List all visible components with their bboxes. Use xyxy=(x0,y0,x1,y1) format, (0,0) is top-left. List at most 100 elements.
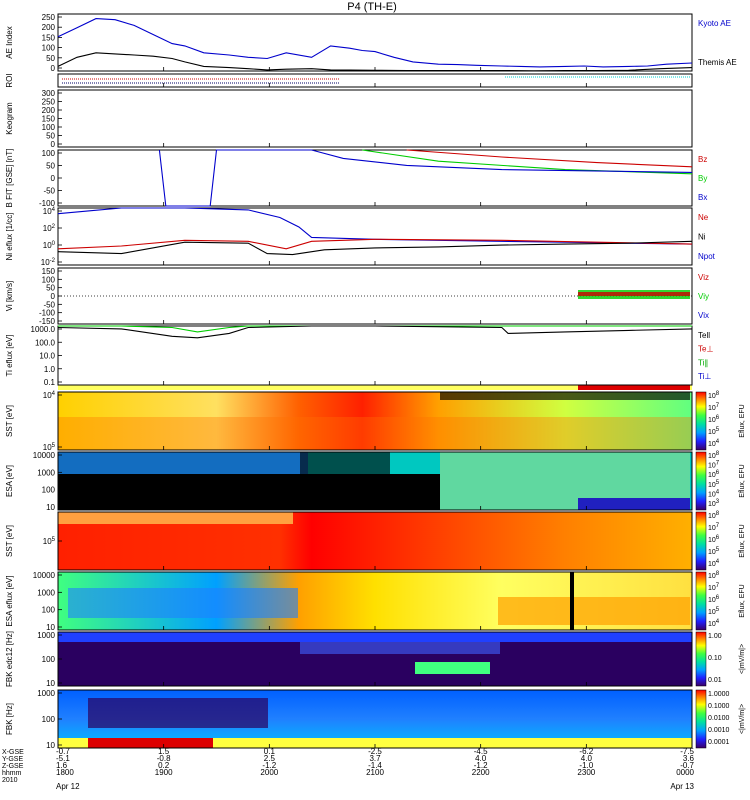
colorbar-tick-label: 105 xyxy=(708,427,720,436)
ytick-label: 102 xyxy=(43,224,56,233)
series-line xyxy=(158,149,693,207)
sst-flag-bar-red xyxy=(578,385,690,390)
ytick-label: 104 xyxy=(43,207,56,216)
sst-flag-bar xyxy=(58,385,692,390)
ytick-label: 300 xyxy=(42,89,56,98)
vi-noise-band-red xyxy=(578,292,690,296)
legend-entry: Bz xyxy=(698,155,707,164)
heatmap-sst-1-gap xyxy=(440,392,690,400)
colorbar xyxy=(695,451,707,511)
xtick-xgse: -2.5 xyxy=(368,747,382,756)
panel-ylabel: Ti eflux [eV] xyxy=(5,335,14,377)
xrow-label: Y-GSE xyxy=(2,756,23,763)
ytick-label: 105 xyxy=(43,537,56,546)
ytick-label: 200 xyxy=(42,23,56,32)
heatmap-esa-2-blue xyxy=(68,588,298,618)
heatmap-esa-1-dark2 xyxy=(300,452,390,474)
ytick-label: 100 xyxy=(43,241,56,250)
ytick-label: 1000 xyxy=(37,468,55,477)
panel-ylabel: Ni eflux [1/cc] xyxy=(5,212,14,260)
ytick-label: 10 xyxy=(46,679,55,688)
colorbar-tick-label: 107 xyxy=(708,461,720,470)
chart-title: P4 (TH-E) xyxy=(347,1,397,13)
ytick-label: 50 xyxy=(46,54,55,63)
xtick-zgse: -1.4 xyxy=(368,761,382,770)
legend-entry: Ne xyxy=(698,213,709,222)
xtick-ygse: 2.5 xyxy=(264,754,276,763)
xtick-hhmm: 1900 xyxy=(155,768,173,777)
ytick-label: 100 xyxy=(42,123,56,132)
ytick-label: 0.1 xyxy=(44,378,56,387)
colorbar xyxy=(695,689,707,749)
legend-entry: Bx xyxy=(698,193,707,202)
colorbar-label: Eflux, EFU xyxy=(739,404,746,437)
colorbar xyxy=(695,631,707,687)
ytick-label: 50 xyxy=(46,132,55,141)
ytick-label: 100 xyxy=(42,486,56,495)
panel-frame xyxy=(57,325,693,386)
colorbar-tick-label: 107 xyxy=(708,403,720,412)
x-axis-labels: X-GSEY-GSEZ-GSEhhmm2010-0.7-5.11.618001.… xyxy=(2,747,695,791)
heatmap-fbk-1-blue xyxy=(300,642,500,654)
panel-ylabel: ESA eflux [eV] xyxy=(5,575,14,626)
colorbar-tick-label: 106 xyxy=(708,415,720,424)
ytick-label: 100 xyxy=(42,149,56,158)
ytick-label: 50 xyxy=(46,162,55,171)
xtick-zgse: -0.7 xyxy=(680,761,694,770)
colorbar-tick-label: 0.01 xyxy=(708,677,722,684)
date-end: Apr 13 xyxy=(670,782,694,791)
ytick-label: 0 xyxy=(51,140,56,149)
colorbar-tick-label: 105 xyxy=(708,547,720,556)
xrow-label: Z-GSE xyxy=(2,763,24,770)
colorbar-label: <|mV/m|> xyxy=(739,644,746,674)
colorbar-tick-label: 1.00 xyxy=(708,633,722,640)
ytick-label: -150 xyxy=(39,317,56,326)
heatmap-fbk-2-red xyxy=(88,738,213,748)
xtick-zgse: -1.0 xyxy=(579,761,593,770)
ytick-label: 100 xyxy=(42,715,56,724)
xtick-hhmm: 1800 xyxy=(56,768,74,777)
ytick-label: -50 xyxy=(43,300,55,309)
colorbar xyxy=(695,391,707,451)
ytick-label: 100 xyxy=(42,655,56,664)
xrow-label: X-GSE xyxy=(2,749,24,756)
colorbar-label: Eflux, EFU xyxy=(739,524,746,557)
ytick-label: 250 xyxy=(42,98,56,107)
ytick-label: -100 xyxy=(39,199,56,208)
ytick-label: 250 xyxy=(42,13,56,22)
panel-ylabel: Vi [km/s] xyxy=(5,281,14,312)
xtick-hhmm: 2100 xyxy=(366,768,384,777)
ytick-label: 1000 xyxy=(37,631,55,640)
ytick-label: -100 xyxy=(39,309,56,318)
ytick-label: 50 xyxy=(46,284,55,293)
xtick-hhmm: 2300 xyxy=(577,768,595,777)
xrow-label: hhmm xyxy=(2,770,22,777)
colorbar xyxy=(695,511,707,571)
series-line xyxy=(57,325,693,339)
colorbar-tick-label: 104 xyxy=(708,439,720,448)
ytick-label: 10000 xyxy=(33,451,56,460)
legend-entry: Ni xyxy=(698,233,706,242)
ytick-label: 10 xyxy=(46,623,55,632)
xtick-xgse: -0.7 xyxy=(56,747,70,756)
heatmap-fbk-2-bottom xyxy=(58,738,692,748)
heatmap-esa-1-low xyxy=(578,498,690,510)
ytick-label: 0 xyxy=(51,174,56,183)
colorbar-tick-label: 0.0100 xyxy=(708,715,730,722)
xtick-ygse: 3.7 xyxy=(369,754,381,763)
xrow-label: 2010 xyxy=(2,777,18,784)
legend-entry: Vix xyxy=(698,311,709,320)
colorbar-tick-label: 108 xyxy=(708,571,720,580)
legend-entry: Npot xyxy=(698,252,716,261)
colorbar-tick-label: 0.0001 xyxy=(708,739,730,746)
legend-entry: By xyxy=(698,174,707,183)
panel-ylabel: ROI xyxy=(5,73,14,87)
colorbar-tick-label: 106 xyxy=(708,470,720,479)
heatmap-esa-2-orange xyxy=(498,597,690,625)
series-line xyxy=(57,18,693,68)
series-line xyxy=(57,52,693,72)
ytick-label: 0 xyxy=(51,64,56,73)
colorbar-tick-label: 0.1000 xyxy=(708,703,730,710)
heatmap-sst-2-top xyxy=(58,512,293,524)
colorbar-tick-label: 105 xyxy=(708,607,720,616)
